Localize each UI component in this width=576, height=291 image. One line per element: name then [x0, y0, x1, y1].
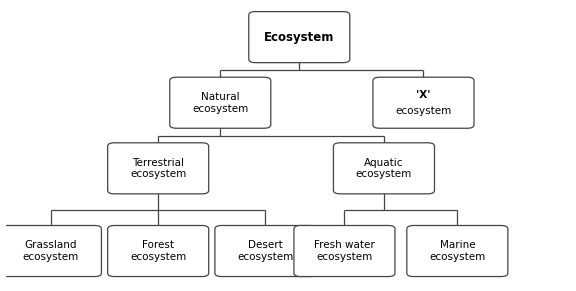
Text: Ecosystem: Ecosystem	[264, 31, 335, 44]
Text: Natural
ecosystem: Natural ecosystem	[192, 92, 248, 113]
Text: Aquatic
ecosystem: Aquatic ecosystem	[356, 157, 412, 179]
Text: 'X': 'X'	[416, 90, 431, 100]
FancyBboxPatch shape	[108, 143, 209, 194]
Text: Fresh water
ecosystem: Fresh water ecosystem	[314, 240, 375, 262]
FancyBboxPatch shape	[170, 77, 271, 128]
Text: ecosystem: ecosystem	[395, 106, 452, 116]
FancyBboxPatch shape	[294, 226, 395, 276]
Text: Terrestrial
ecosystem: Terrestrial ecosystem	[130, 157, 186, 179]
FancyBboxPatch shape	[334, 143, 434, 194]
FancyBboxPatch shape	[1, 226, 101, 276]
Text: Grassland
ecosystem: Grassland ecosystem	[23, 240, 79, 262]
Text: Forest
ecosystem: Forest ecosystem	[130, 240, 186, 262]
Text: Marine
ecosystem: Marine ecosystem	[429, 240, 486, 262]
Text: Desert
ecosystem: Desert ecosystem	[237, 240, 294, 262]
FancyBboxPatch shape	[249, 12, 350, 63]
FancyBboxPatch shape	[108, 226, 209, 276]
FancyBboxPatch shape	[215, 226, 316, 276]
FancyBboxPatch shape	[373, 77, 474, 128]
FancyBboxPatch shape	[407, 226, 508, 276]
